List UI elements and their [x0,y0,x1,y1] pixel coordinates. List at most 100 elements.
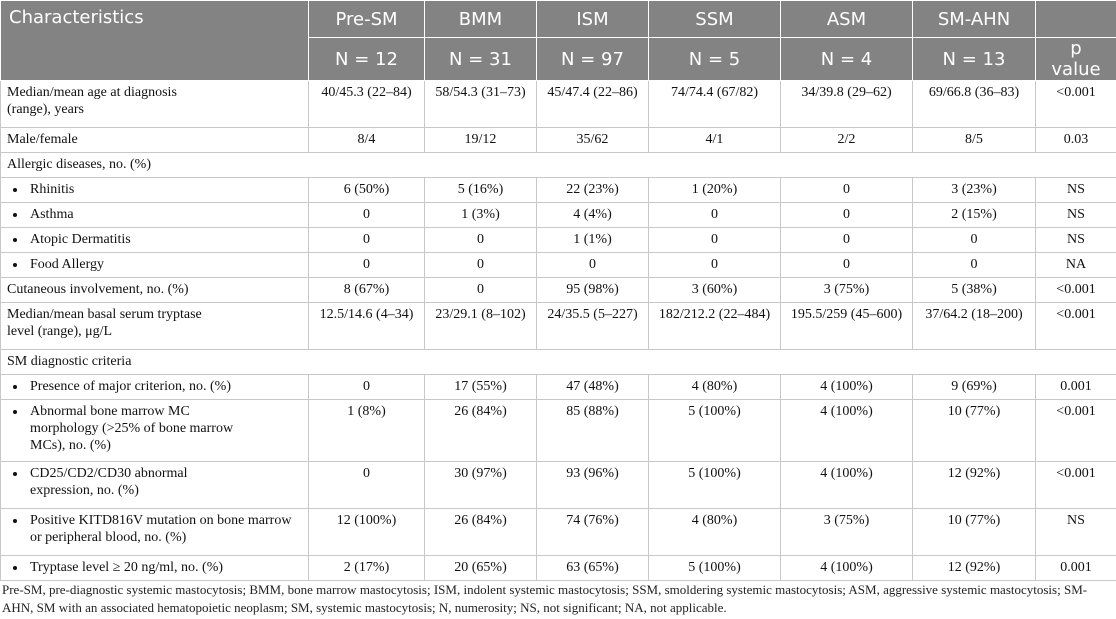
row-label: Median/mean basal serum tryptase level (… [0,302,309,350]
cell: 23/29.1 (8–102) [424,302,537,350]
column-header-empty [1035,0,1116,38]
row-label: Food Allergy [0,252,309,278]
cell: 45/47.4 (22–86) [536,80,649,128]
cell: <0.001 [1035,399,1116,462]
cell: 74/74.4 (67/82) [648,80,781,128]
cell: <0.001 [1035,80,1116,128]
cell: 22 (23%) [536,177,649,203]
cell: 12 (100%) [308,508,425,556]
cell: 0 [308,252,425,278]
cell: 5 (38%) [912,277,1036,303]
cell: 0 [424,227,537,253]
cell: 3 (23%) [912,177,1036,203]
row-label: SM diagnostic criteria [0,349,1116,375]
table-row: Cutaneous involvement, no. (%) 8 (67%) 0 95… [0,277,1116,303]
label-text: Allergic diseases, no. (%) [7,157,151,172]
label-text: Atopic Dermatitis [30,232,131,247]
n-header: N = 13 [912,37,1036,81]
cell: <0.001 [1035,461,1116,509]
data-table: Characteristics Pre-SM BMM ISM SSM ASM SM-AHN N… [0,0,1116,581]
cell: NS [1035,202,1116,228]
column-header: ISM [536,0,649,38]
table-row: Median/mean basal serum tryptase level (… [0,302,1116,350]
cell: 4/1 [648,127,781,153]
column-header: SSM [648,0,781,38]
column-header: Characteristics [0,0,309,81]
cell: NA [1035,252,1116,278]
cell: NS [1035,177,1116,203]
cell: NS [1035,508,1116,556]
cell: 0 [780,227,913,253]
cell: 0 [648,252,781,278]
cell: 40/45.3 (22–84) [308,80,425,128]
cell: 0 [424,252,537,278]
cell: 12 (92%) [912,461,1036,509]
n-header: p value [1035,37,1116,81]
cell: 58/54.3 (31–73) [424,80,537,128]
cell: 0 [308,227,425,253]
row-label: Male/female [0,127,309,153]
cell: 5 (100%) [648,399,781,462]
table-row: CD25/CD2/CD30 abnormal expression, no. (… [0,461,1116,509]
cell: 4 (4%) [536,202,649,228]
column-header: ASM [780,0,913,38]
row-label: Median/mean age at diagnosis (range), ye… [0,80,309,128]
label-text: Asthma [30,207,74,222]
label-text: Rhinitis [30,182,75,197]
row-label: Abnormal bone marrow MC morphology (>25%… [0,399,309,462]
cell: 85 (88%) [536,399,649,462]
cell: 4 (100%) [780,555,913,581]
cell: 0 [780,177,913,203]
footnote: Pre-SM, pre-diagnostic systemic mastocyt… [2,582,1088,615]
cell: 10 (77%) [912,508,1036,556]
table-row: Abnormal bone marrow MC morphology (>25%… [0,399,1116,462]
n-header: N = 12 [308,37,425,81]
cell: 4 (100%) [780,461,913,509]
cell: 6 (50%) [308,177,425,203]
cell: 37/64.2 (18–200) [912,302,1036,350]
n-header: N = 97 [536,37,649,81]
cell: 35/62 [536,127,649,153]
row-label: Cutaneous involvement, no. (%) [0,277,309,303]
cell: 69/66.8 (36–83) [912,80,1036,128]
cell: 5 (100%) [648,461,781,509]
cell: 8/5 [912,127,1036,153]
table-header: Characteristics Pre-SM BMM ISM SSM ASM SM-AHN N… [0,0,1116,81]
table-body: Median/mean age at diagnosis (range), ye… [0,80,1116,581]
cell: 26 (84%) [424,508,537,556]
table-row: Rhinitis 6 (50%) 5 (16%) 22 (23%) 1 (20%) 0 3 … [0,177,1116,203]
column-header: BMM [424,0,537,38]
cell: 4 (100%) [780,374,913,400]
cell: 0 [308,374,425,400]
n-header: N = 31 [424,37,537,81]
row-label: Positive KITD816V mutation on bone marro… [0,508,309,556]
cell: 4 (80%) [648,374,781,400]
cell: 195.5/259 (45–600) [780,302,913,350]
cell: 30 (97%) [424,461,537,509]
cell: 0 [912,252,1036,278]
table-row: Male/female 8/4 19/12 35/62 4/1 2/2 8/5 0.03 [0,127,1116,153]
cell: 93 (96%) [536,461,649,509]
cell: 34/39.8 (29–62) [780,80,913,128]
cell: 3 (75%) [780,277,913,303]
cell: 4 (80%) [648,508,781,556]
n-header: N = 4 [780,37,913,81]
label-text: CD25/CD2/CD30 abnormal expression, no. (… [30,466,188,498]
label-text: Male/female [7,132,78,147]
cell: 8/4 [308,127,425,153]
label-text: Food Allergy [30,257,105,272]
table-row: Asthma 0 1 (3%) 4 (4%) 0 0 2 (15%) NS [0,202,1116,228]
row-label: Presence of major criterion, no. (%) [0,374,309,400]
cell: 10 (77%) [912,399,1036,462]
cell: 5 (100%) [648,555,781,581]
cell: 4 (100%) [780,399,913,462]
table-row: Presence of major criterion, no. (%) 0 17 … [0,374,1116,400]
cell: 0.001 [1035,555,1116,581]
cell: 17 (55%) [424,374,537,400]
table-row: Positive KITD816V mutation on bone marro… [0,508,1116,556]
cell: 95 (98%) [536,277,649,303]
cell: <0.001 [1035,302,1116,350]
cell: 3 (75%) [780,508,913,556]
cell: 1 (8%) [308,399,425,462]
